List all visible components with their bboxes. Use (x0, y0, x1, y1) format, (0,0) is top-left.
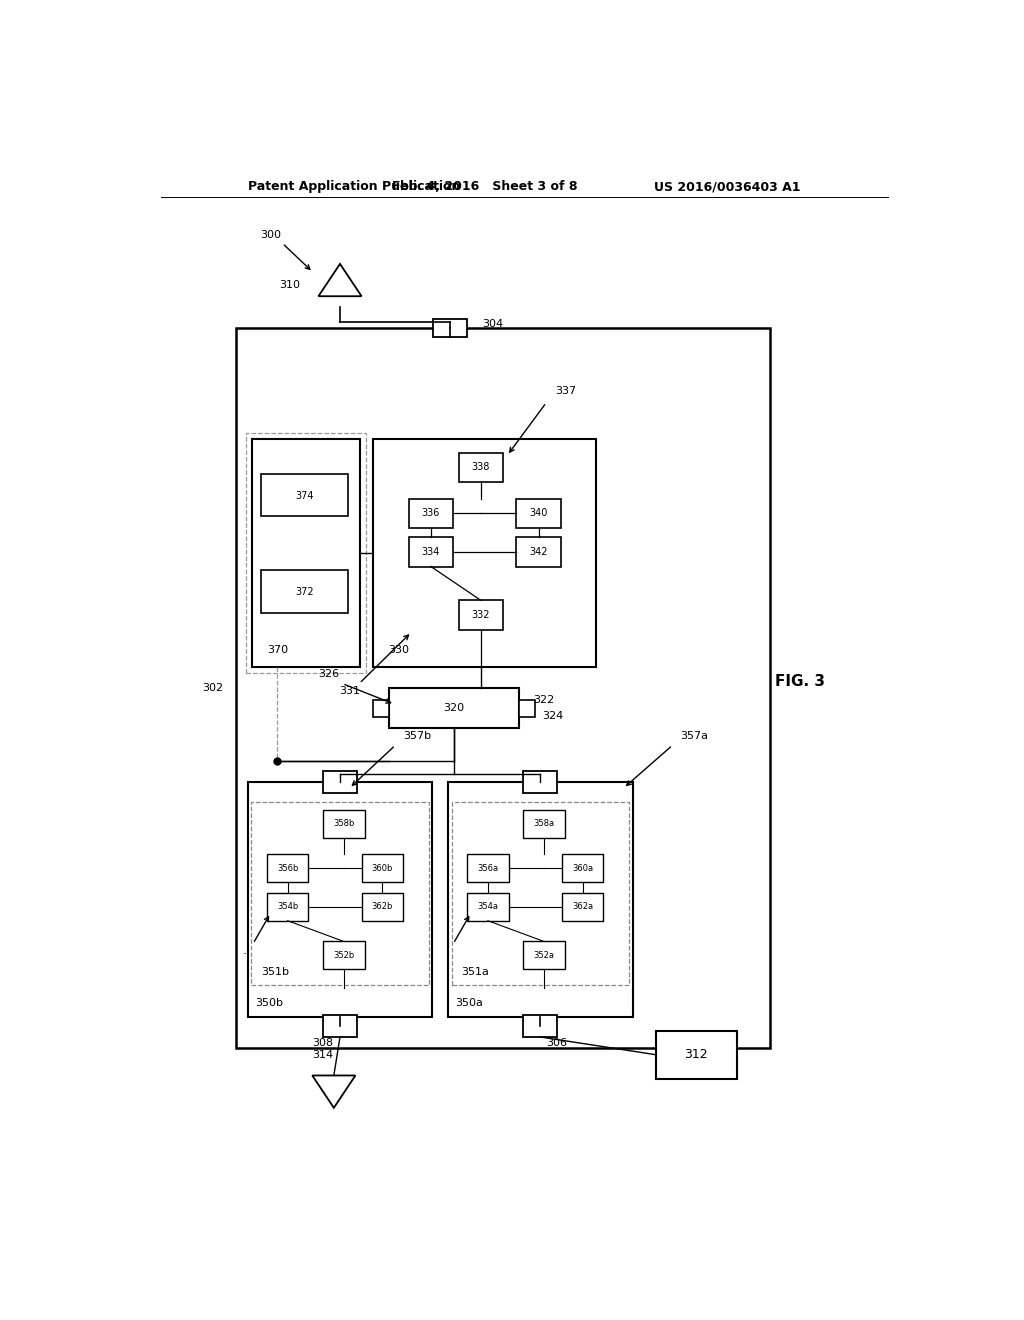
Text: ...: ... (242, 949, 249, 954)
Bar (248, 781, 432, 1016)
Bar (361, 894, 403, 921)
Text: 338: 338 (472, 462, 490, 473)
Bar (409, 537, 454, 566)
Text: Feb. 4, 2016   Sheet 3 of 8: Feb. 4, 2016 Sheet 3 of 8 (392, 181, 578, 194)
Text: 334: 334 (422, 546, 440, 557)
Text: 351b: 351b (261, 968, 290, 977)
Bar (261, 474, 348, 516)
Text: 302: 302 (203, 684, 223, 693)
Text: Patent Application Publication: Patent Application Publication (248, 181, 460, 194)
Bar (516, 537, 561, 566)
Text: 306: 306 (547, 1038, 567, 1048)
Text: 300: 300 (260, 231, 282, 240)
Bar (523, 771, 557, 793)
Text: 350b: 350b (255, 998, 284, 1007)
Text: 362a: 362a (572, 903, 593, 911)
Bar (523, 810, 565, 838)
Bar (261, 570, 348, 612)
Text: 340: 340 (529, 508, 548, 519)
Text: US 2016/0036403 A1: US 2016/0036403 A1 (654, 181, 801, 194)
Text: 342: 342 (529, 546, 548, 557)
Bar (459, 453, 503, 482)
Text: 374: 374 (295, 491, 313, 500)
Bar (323, 771, 357, 793)
Text: 312: 312 (684, 1048, 708, 1061)
Text: 320: 320 (443, 704, 465, 713)
Text: 357b: 357b (402, 731, 431, 741)
Bar (252, 440, 360, 667)
Text: FIG. 3: FIG. 3 (775, 675, 825, 689)
Text: 308: 308 (312, 1038, 334, 1048)
Text: 354a: 354a (477, 903, 499, 911)
Bar (246, 433, 367, 673)
Text: 352b: 352b (333, 950, 354, 960)
Text: 331: 331 (340, 686, 360, 696)
Text: 362b: 362b (372, 903, 393, 911)
Text: 372: 372 (295, 587, 314, 597)
Text: 314: 314 (312, 1051, 334, 1060)
Text: 354b: 354b (278, 903, 298, 911)
Text: 337: 337 (555, 385, 577, 396)
Bar (237, 327, 770, 1048)
Text: 324: 324 (543, 711, 564, 721)
Bar (267, 894, 308, 921)
Bar (467, 854, 509, 882)
Bar (459, 601, 503, 630)
Bar (562, 854, 603, 882)
Bar (373, 700, 388, 717)
Bar (323, 810, 365, 838)
Bar (516, 499, 561, 528)
Text: 370: 370 (267, 645, 289, 655)
Bar (467, 894, 509, 921)
Bar (452, 803, 629, 985)
Text: 322: 322 (534, 696, 555, 705)
Bar (519, 700, 535, 717)
Text: 304: 304 (482, 319, 504, 329)
Bar (323, 1015, 357, 1038)
Bar (323, 941, 365, 969)
Text: 356b: 356b (276, 863, 298, 873)
Text: 357a: 357a (680, 731, 709, 741)
Text: 360a: 360a (572, 863, 593, 873)
Bar (562, 894, 603, 921)
Bar (267, 854, 308, 882)
Bar (409, 499, 454, 528)
Bar (433, 318, 467, 337)
Bar (447, 781, 633, 1016)
Bar (252, 803, 429, 985)
Text: 332: 332 (472, 610, 490, 620)
Text: 351a: 351a (462, 968, 489, 977)
Text: 356a: 356a (477, 863, 499, 873)
Bar (523, 941, 565, 969)
Bar (373, 440, 596, 667)
Bar (655, 1031, 736, 1078)
Text: 358a: 358a (534, 820, 555, 828)
Text: 330: 330 (388, 645, 410, 655)
Bar (523, 1015, 557, 1038)
Text: 358b: 358b (333, 820, 354, 828)
Text: 310: 310 (279, 280, 300, 290)
Bar (388, 688, 519, 729)
Text: 326: 326 (317, 669, 339, 680)
Text: 352a: 352a (534, 950, 555, 960)
Bar (361, 854, 403, 882)
Text: 350a: 350a (456, 998, 483, 1007)
Text: 360b: 360b (372, 863, 393, 873)
Text: 336: 336 (422, 508, 440, 519)
